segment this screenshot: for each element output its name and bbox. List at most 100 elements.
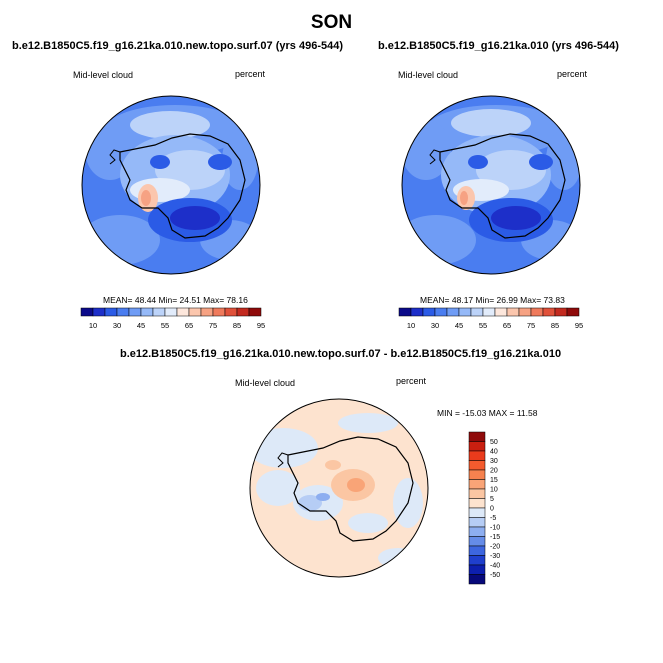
difference-colorbar-swatch bbox=[468, 517, 486, 528]
panel-2-colorbar-tick-label: 65 bbox=[503, 321, 511, 330]
panel-2-colorbar-swatch bbox=[470, 307, 484, 317]
panel-1-colorbar-boxes bbox=[80, 307, 262, 317]
difference-colorbar-tick-label: 20 bbox=[490, 468, 498, 475]
difference-colorbar-tick-label: 5 bbox=[490, 496, 494, 503]
panel-1-colorbar-swatch bbox=[224, 307, 238, 317]
panel-2-colorbar: 10 30 45 55 65 75 85 95 bbox=[398, 307, 583, 330]
difference-colorbar-swatch bbox=[468, 574, 486, 585]
panel-2-colorbar-tick-label: 75 bbox=[527, 321, 535, 330]
panel-1-colorbar-swatch bbox=[92, 307, 106, 317]
panel-1-colorbar-tick-label: 55 bbox=[161, 321, 169, 330]
difference-colorbar-swatch bbox=[468, 555, 486, 566]
panel-1-stats: MEAN= 48.44 Min= 24.51 Max= 78.16 bbox=[103, 295, 248, 305]
difference-colorbar-swatch bbox=[468, 498, 486, 509]
panel-2-stats: MEAN= 48.17 Min= 26.99 Max= 73.83 bbox=[420, 295, 565, 305]
difference-colorbar-tick-label: 10 bbox=[490, 487, 498, 494]
difference-colorbar-swatch bbox=[468, 545, 486, 556]
difference-colorbar-tick-label: -15 bbox=[490, 534, 500, 541]
difference-colorbar-tick-label: -40 bbox=[490, 563, 500, 570]
difference-colorbar-tick-label: 40 bbox=[490, 449, 498, 456]
panel-1-polar-map bbox=[81, 95, 261, 275]
figure-title: SON bbox=[310, 12, 353, 33]
panel-2-colorbar-swatch bbox=[494, 307, 508, 317]
panel-2-colorbar-swatch bbox=[458, 307, 472, 317]
difference-colorbar-swatch bbox=[468, 450, 486, 461]
panel-2-colorbar-swatch bbox=[434, 307, 448, 317]
difference-stats: MIN = -15.03 MAX = 11.58 bbox=[437, 408, 538, 418]
panel-1-colorbar-swatch bbox=[104, 307, 118, 317]
difference-colorbar-tick-label: -5 bbox=[490, 515, 496, 522]
panel-1-colorbar-swatch bbox=[140, 307, 154, 317]
panel-2-colorbar-swatch bbox=[422, 307, 436, 317]
panel-1-colorbar-tick-label: 75 bbox=[209, 321, 217, 330]
panel-1-colorbar-swatch bbox=[248, 307, 262, 317]
panel-2-colorbar-swatch bbox=[542, 307, 556, 317]
panel-1-colorbar-swatch bbox=[152, 307, 166, 317]
panel-2-colorbar-tick-label: 55 bbox=[479, 321, 487, 330]
panel-1-colorbar-swatch bbox=[116, 307, 130, 317]
difference-units-label: percent bbox=[396, 376, 427, 386]
panel-1-colorbar-tick-label: 95 bbox=[257, 321, 265, 330]
panel-1-variable-label: Mid-level cloud bbox=[73, 70, 134, 80]
panel-1-colorbar-swatch bbox=[80, 307, 94, 317]
panel-2-colorbar-swatch bbox=[410, 307, 424, 317]
panel-2-units-label: percent bbox=[557, 69, 588, 79]
difference-colorbar-swatch bbox=[468, 488, 486, 499]
panel-2-colorbar-tick-label: 45 bbox=[455, 321, 463, 330]
panel-2-colorbar-tick-label: 95 bbox=[575, 321, 583, 330]
panel-2-colorbar-swatch bbox=[398, 307, 412, 317]
panel-2-colorbar-swatch bbox=[518, 307, 532, 317]
difference-colorbar-tick-label: -30 bbox=[490, 553, 500, 560]
difference-colorbar-tick-label: -10 bbox=[490, 525, 500, 532]
difference-polar-map bbox=[249, 398, 429, 578]
panel-2-colorbar-labels: 10 30 45 55 65 75 85 95 bbox=[407, 321, 583, 330]
panel-1-colorbar-tick-label: 30 bbox=[113, 321, 121, 330]
panel-1-colorbar-tick-label: 65 bbox=[185, 321, 193, 330]
panel-1-colorbar-swatch bbox=[200, 307, 214, 317]
difference-title: b.e12.B1850C5.f19_g16.21ka.010.new.topo.… bbox=[120, 348, 562, 360]
panel-1-colorbar-tick-label: 85 bbox=[233, 321, 241, 330]
difference-colorbar-swatch bbox=[468, 460, 486, 471]
panel-2-colorbar-swatch bbox=[530, 307, 544, 317]
difference-colorbar-swatch bbox=[468, 479, 486, 490]
difference-colorbar-swatch bbox=[468, 536, 486, 547]
difference-colorbar-swatch bbox=[468, 526, 486, 537]
panel-2-colorbar-swatch bbox=[506, 307, 520, 317]
panel-2-colorbar-tick-label: 30 bbox=[431, 321, 439, 330]
panel-1-colorbar-swatch bbox=[236, 307, 250, 317]
difference-colorbar-tick-label: 0 bbox=[490, 506, 494, 513]
difference-colorbar-tick-label: 50 bbox=[490, 439, 498, 446]
panel-1-colorbar-swatch bbox=[188, 307, 202, 317]
difference-colorbar-swatch bbox=[468, 441, 486, 452]
panel-2-case-title: b.e12.B1850C5.f19_g16.21ka.010 (yrs 496-… bbox=[378, 40, 619, 52]
difference-colorbar-swatch bbox=[468, 469, 486, 480]
panel-1-case-title: b.e12.B1850C5.f19_g16.21ka.010.new.topo.… bbox=[12, 40, 343, 52]
panel-1-colorbar: 10 30 45 55 65 75 85 95 bbox=[80, 307, 265, 330]
panel-2-colorbar-swatch bbox=[482, 307, 496, 317]
panel-2-colorbar-boxes bbox=[398, 307, 580, 317]
difference-colorbar-tick-label: 15 bbox=[490, 477, 498, 484]
difference-colorbar-boxes bbox=[468, 431, 486, 585]
panel-1-colorbar-tick-label: 10 bbox=[89, 321, 97, 330]
panel-2-polar-map bbox=[401, 95, 581, 275]
difference-colorbar-swatch bbox=[468, 431, 486, 442]
difference-colorbar-tick-label: 30 bbox=[490, 458, 498, 465]
panel-2-colorbar-swatch bbox=[554, 307, 568, 317]
panel-2-variable-label: Mid-level cloud bbox=[398, 70, 459, 80]
panel-2-colorbar-tick-label: 85 bbox=[551, 321, 559, 330]
difference-colorbar-tick-label: -20 bbox=[490, 544, 500, 551]
panel-1-colorbar-swatch bbox=[164, 307, 178, 317]
panel-2-colorbar-swatch bbox=[566, 307, 580, 317]
panel-1-colorbar-tick-label: 45 bbox=[137, 321, 145, 330]
difference-colorbar-swatch bbox=[468, 564, 486, 575]
difference-colorbar-swatch bbox=[468, 507, 486, 518]
difference-variable-label: Mid-level cloud bbox=[235, 378, 296, 388]
panel-1-units-label: percent bbox=[235, 69, 266, 79]
panel-1-colorbar-swatch bbox=[176, 307, 190, 317]
panel-2-colorbar-tick-label: 10 bbox=[407, 321, 415, 330]
panel-1-colorbar-labels: 10 30 45 55 65 75 85 95 bbox=[89, 321, 265, 330]
panel-2-colorbar-swatch bbox=[446, 307, 460, 317]
difference-colorbar-tick-label: -50 bbox=[490, 572, 500, 579]
